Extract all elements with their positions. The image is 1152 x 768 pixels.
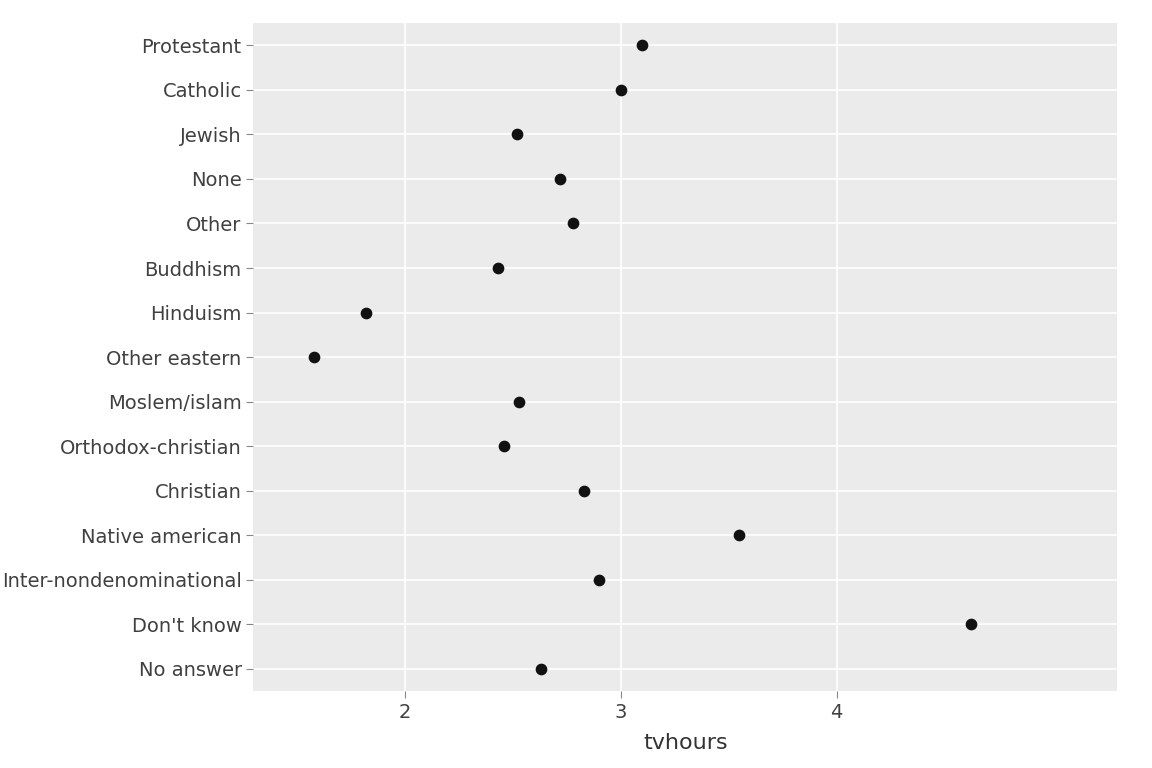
Point: [304, 351, 323, 363]
Point: [563, 217, 582, 230]
X-axis label: tvhours: tvhours: [643, 733, 728, 753]
Point: [510, 396, 529, 408]
Point: [612, 84, 630, 96]
Point: [495, 440, 514, 452]
Point: [508, 128, 526, 141]
Point: [961, 618, 979, 631]
Point: [590, 574, 608, 586]
Point: [575, 485, 593, 497]
Point: [531, 663, 550, 675]
Point: [634, 39, 652, 51]
Point: [730, 529, 749, 541]
Point: [356, 306, 374, 319]
Point: [551, 173, 569, 185]
Point: [488, 262, 507, 274]
